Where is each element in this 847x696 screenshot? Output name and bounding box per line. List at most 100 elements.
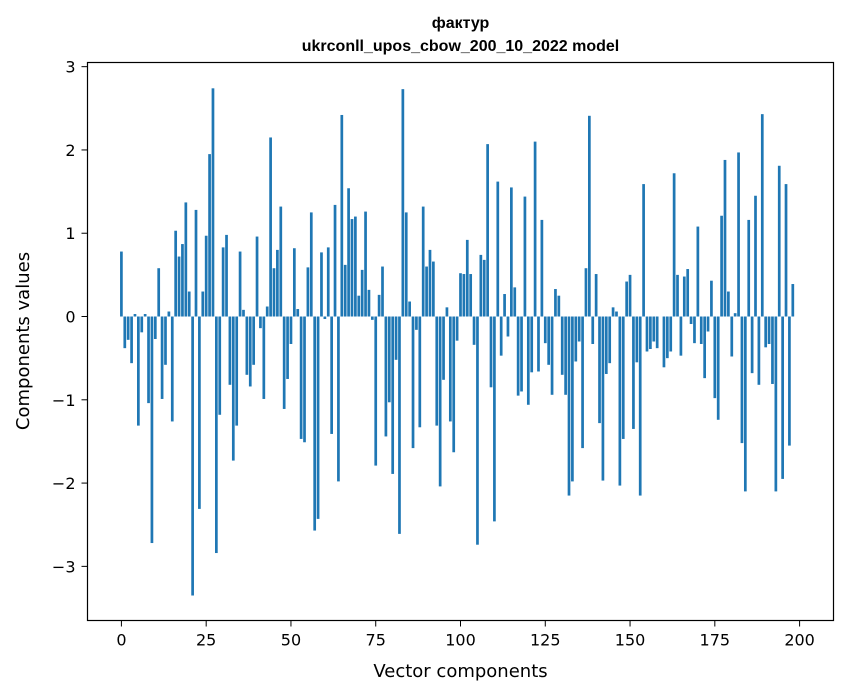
bar-117 bbox=[516, 316, 520, 396]
bar-23 bbox=[198, 316, 201, 509]
bar-154 bbox=[642, 184, 645, 317]
bar-45 bbox=[272, 268, 276, 317]
bar-13 bbox=[164, 316, 167, 365]
x-axis-label: Vector components bbox=[373, 661, 547, 682]
bar-40 bbox=[255, 236, 259, 317]
x-tick-label: 150 bbox=[615, 631, 646, 650]
bar-68 bbox=[350, 219, 354, 317]
bar-133 bbox=[571, 316, 574, 482]
bar-25 bbox=[204, 235, 208, 317]
bar-107 bbox=[482, 259, 486, 317]
bar-90 bbox=[425, 266, 428, 317]
bar-196 bbox=[784, 184, 788, 317]
bar-75 bbox=[374, 316, 378, 466]
bar-129 bbox=[557, 295, 561, 317]
bar-22 bbox=[194, 209, 198, 317]
bar-64 bbox=[337, 316, 340, 482]
bar-91 bbox=[428, 249, 432, 317]
bar-28 bbox=[215, 316, 218, 554]
bar-124 bbox=[540, 219, 544, 317]
bar-130 bbox=[560, 316, 564, 375]
bar-99 bbox=[455, 316, 459, 341]
bar-173 bbox=[706, 316, 710, 332]
bar-153 bbox=[638, 316, 642, 496]
bar-144 bbox=[608, 316, 612, 364]
bar-197 bbox=[788, 316, 791, 446]
bar-56 bbox=[309, 212, 313, 317]
bar-34 bbox=[235, 316, 239, 426]
bar-104 bbox=[472, 316, 476, 345]
bar-73 bbox=[367, 289, 371, 317]
bar-145 bbox=[611, 307, 615, 317]
bar-147 bbox=[618, 316, 622, 486]
bar-17 bbox=[177, 256, 181, 317]
bar-86 bbox=[411, 316, 415, 449]
bar-114 bbox=[506, 316, 510, 337]
bar-139 bbox=[591, 316, 595, 344]
bar-151 bbox=[632, 316, 635, 429]
y-axis-label: Components values bbox=[13, 252, 34, 430]
bar-150 bbox=[628, 274, 632, 317]
bar-171 bbox=[699, 316, 703, 344]
bar-126 bbox=[547, 316, 551, 365]
bar-132 bbox=[567, 316, 571, 496]
bar-161 bbox=[665, 316, 669, 359]
bar-55 bbox=[306, 267, 310, 317]
bar-11 bbox=[157, 268, 161, 317]
bar-140 bbox=[594, 274, 598, 317]
bar-50 bbox=[289, 316, 293, 344]
bar-63 bbox=[333, 204, 337, 317]
bar-112 bbox=[499, 316, 503, 356]
bar-39 bbox=[252, 316, 256, 365]
bar-33 bbox=[231, 316, 235, 461]
bar-98 bbox=[452, 316, 456, 453]
bar-92 bbox=[432, 261, 435, 317]
bar-134 bbox=[574, 316, 578, 362]
y-tick-label: −3 bbox=[52, 557, 76, 576]
bar-166 bbox=[682, 276, 686, 317]
bar-51 bbox=[292, 248, 296, 317]
bar-70 bbox=[357, 295, 361, 317]
bar-49 bbox=[286, 316, 289, 379]
x-tick-label: 75 bbox=[366, 631, 386, 650]
bars-group bbox=[120, 88, 795, 596]
bar-93 bbox=[435, 316, 439, 426]
bar-20 bbox=[187, 291, 191, 317]
bar-82 bbox=[398, 316, 401, 534]
bar-162 bbox=[669, 316, 673, 352]
bar-74 bbox=[370, 316, 374, 320]
bar-71 bbox=[360, 269, 364, 317]
bar-105 bbox=[476, 316, 479, 545]
bar-175 bbox=[713, 316, 717, 399]
bar-9 bbox=[150, 316, 154, 544]
y-tick-label: 2 bbox=[65, 141, 75, 160]
bar-182 bbox=[737, 152, 740, 317]
bar-155 bbox=[645, 316, 649, 352]
bar-191 bbox=[767, 316, 771, 344]
bar-174 bbox=[710, 280, 713, 317]
bar-158 bbox=[655, 316, 659, 349]
bar-137 bbox=[584, 268, 588, 317]
bar-119 bbox=[523, 196, 527, 317]
bar-83 bbox=[401, 89, 405, 317]
bar-69 bbox=[354, 216, 357, 317]
bar-44 bbox=[269, 137, 272, 317]
bar-103 bbox=[469, 274, 473, 317]
bar-143 bbox=[604, 316, 608, 374]
bar-66 bbox=[343, 264, 347, 317]
bar-186 bbox=[750, 316, 754, 374]
bar-0 bbox=[120, 251, 123, 317]
bar-111 bbox=[496, 181, 500, 317]
bar-81 bbox=[394, 316, 398, 360]
bar-80 bbox=[391, 316, 395, 474]
bar-188 bbox=[757, 316, 761, 385]
bar-78 bbox=[384, 316, 388, 437]
bar-18 bbox=[181, 244, 184, 317]
plot-frame bbox=[86, 61, 835, 622]
bar-179 bbox=[727, 291, 730, 317]
bar-38 bbox=[248, 316, 252, 387]
bar-198 bbox=[791, 284, 795, 317]
bar-43 bbox=[265, 306, 269, 317]
bar-6 bbox=[140, 316, 144, 333]
bar-152 bbox=[635, 316, 639, 363]
